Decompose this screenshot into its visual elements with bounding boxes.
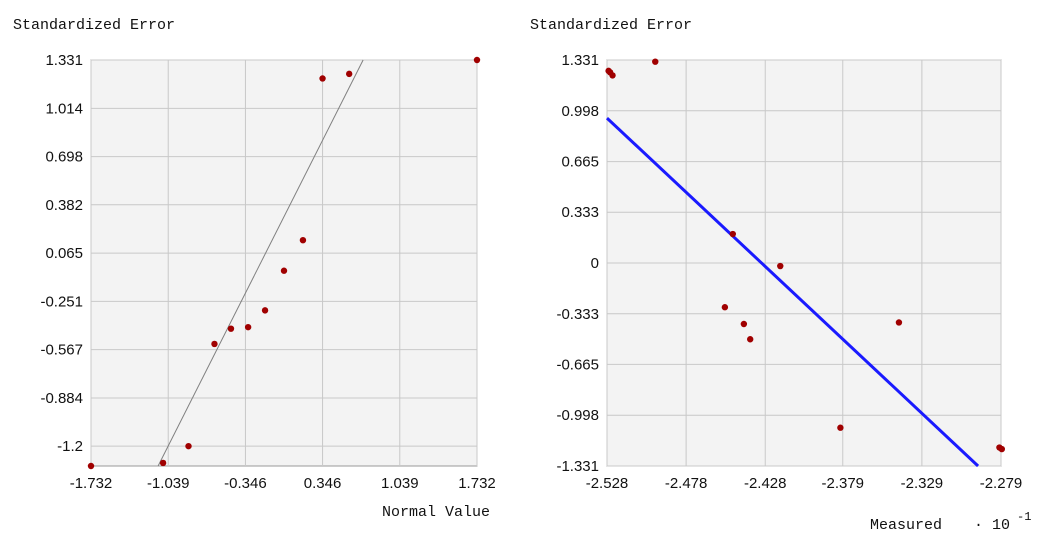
- ytick-label: 0.998: [561, 103, 599, 120]
- fit-line-right: [605, 117, 980, 468]
- ytick-label: 0.382: [45, 197, 83, 214]
- y-axis-label-left: Standardized Error: [13, 17, 175, 34]
- ytick-label: 1.331: [561, 52, 599, 69]
- data-point: [87, 462, 95, 470]
- ytick-label: 0.333: [561, 204, 599, 221]
- data-point: [299, 236, 307, 244]
- xtick-label: -2.528: [586, 475, 629, 492]
- data-point: [244, 323, 252, 331]
- xtick-label: -0.346: [224, 475, 267, 492]
- data-point: [895, 319, 903, 326]
- xtick-label: -2.329: [901, 475, 944, 492]
- ytick-label: -0.884: [40, 390, 83, 407]
- xtick-label: -2.279: [980, 475, 1023, 492]
- ytick-label: 0.698: [45, 149, 83, 166]
- data-point: [211, 340, 218, 348]
- data-point: [473, 56, 481, 64]
- reference-line: [605, 117, 980, 468]
- data-point: [721, 304, 729, 311]
- ytick-label: 1.014: [45, 100, 83, 117]
- xtick-label: -2.379: [821, 475, 864, 492]
- data-point: [837, 424, 844, 431]
- ytick-label: -1.331: [556, 458, 599, 475]
- grid-left: [90, 59, 478, 466]
- xtick-label: 0.346: [304, 475, 342, 492]
- data-point: [998, 445, 1005, 453]
- data-point: [747, 336, 754, 343]
- y-axis-label-right: Standardized Error: [530, 17, 692, 34]
- data-point: [185, 442, 192, 450]
- xtick-label: 1.732: [458, 475, 496, 492]
- x-axis-label-right: Measured: [870, 517, 942, 534]
- xtick-label: -1.039: [147, 475, 190, 492]
- chart-left: 1.331 1.014 0.698 0.382 0.065 -0.251 -0.567 -0.…: [13, 17, 496, 521]
- ytick-label: -0.665: [556, 356, 599, 373]
- data-point: [159, 459, 167, 467]
- data-point: [740, 320, 748, 328]
- data-point: [609, 72, 616, 79]
- xtick-label: -2.478: [665, 475, 708, 492]
- points-left: [87, 56, 481, 470]
- ytick-label: -0.333: [556, 306, 599, 323]
- ytick-label: 1.331: [45, 52, 83, 69]
- data-point: [777, 262, 784, 270]
- xtick-labels-right: -2.528 -2.478 -2.428 -2.379 -2.329 -2.279: [586, 475, 1023, 492]
- chart-right: 1.331 0.998 0.665 0.333 0 -0.333 -0.665 -0.998 -…: [530, 17, 1031, 534]
- x-axis-exponent-right: -1: [1017, 510, 1031, 524]
- data-point: [261, 307, 269, 314]
- xtick-labels-left: -1.732 -1.039 -0.346 0.346 1.039 1.732: [70, 475, 496, 492]
- ytick-label: -0.567: [40, 342, 83, 359]
- xtick-label: -1.732: [70, 475, 113, 492]
- ytick-labels-right: 1.331 0.998 0.665 0.333 0 -0.333 -0.665 -0.998 -…: [556, 52, 599, 475]
- ytick-label: 0.065: [45, 245, 83, 262]
- ytick-label: 0: [591, 255, 599, 272]
- data-point: [729, 230, 736, 238]
- ytick-labels-left: 1.331 1.014 0.698 0.382 0.065 -0.251 -0.567 -0.…: [40, 52, 83, 455]
- ytick-label: -0.251: [40, 293, 83, 310]
- fit-line-left: [157, 59, 364, 467]
- data-point: [280, 267, 288, 274]
- grid-right: [606, 59, 1002, 467]
- data-point: [652, 58, 659, 65]
- xtick-label: -2.428: [744, 475, 787, 492]
- plot-area-left: [90, 59, 478, 467]
- data-point: [345, 70, 353, 78]
- ytick-label: -1.2: [57, 438, 83, 455]
- data-point: [319, 75, 326, 82]
- points-right: [605, 58, 1005, 453]
- ytick-label: -0.998: [556, 407, 599, 424]
- ytick-label: 0.665: [561, 154, 599, 171]
- data-point: [227, 325, 235, 332]
- reference-line: [157, 59, 364, 467]
- x-axis-label-left: Normal Value: [382, 504, 490, 521]
- x-axis-multiplier-right: · 10: [974, 517, 1010, 534]
- xtick-label: 1.039: [381, 475, 419, 492]
